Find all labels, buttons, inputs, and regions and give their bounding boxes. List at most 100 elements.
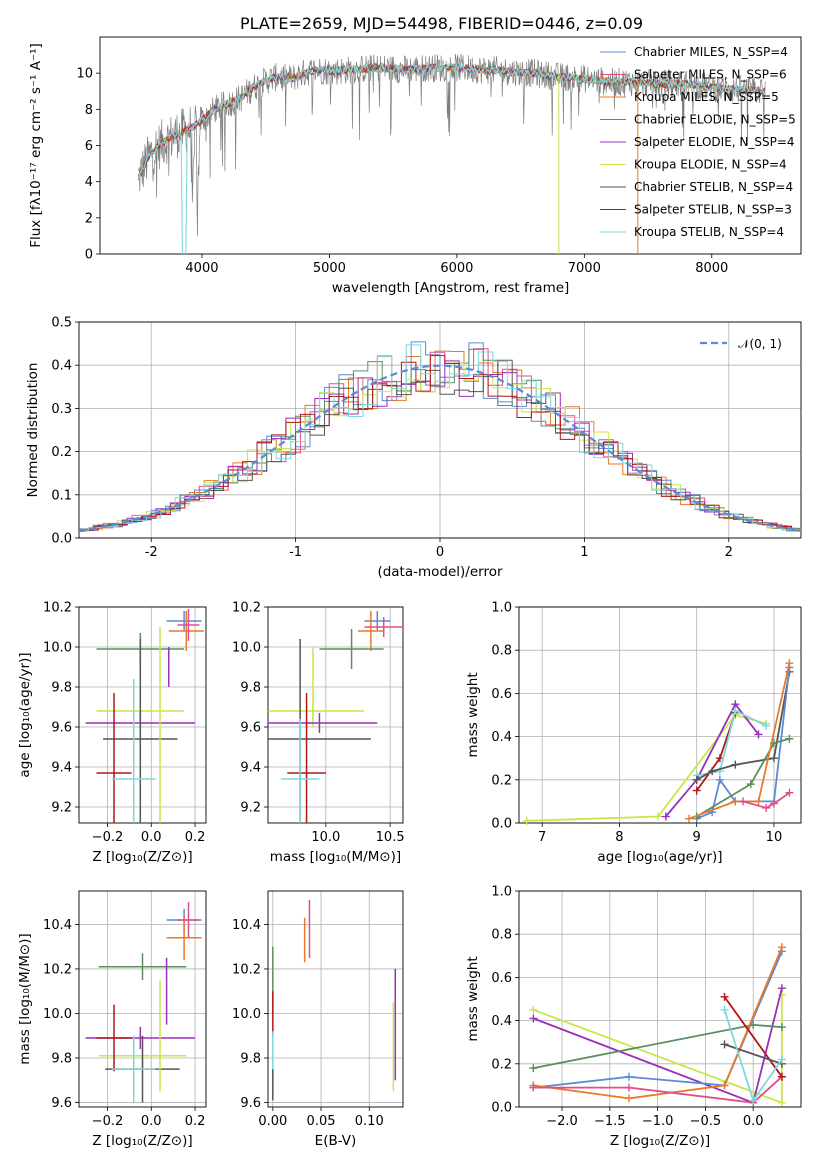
- error-bar-point: [364, 617, 403, 637]
- x-axis-label: Z [log₁₀(Z/Z⊙)]: [610, 1133, 710, 1149]
- y-tick-label: 10.2: [43, 601, 72, 616]
- data-point-marker: [754, 797, 763, 806]
- data-point-marker: [777, 1055, 786, 1064]
- plot-frame: [267, 606, 404, 824]
- x-axis-label: Z [log₁₀(Z/Z⊙)]: [92, 1133, 192, 1149]
- x-tick-label: 0.10: [355, 1114, 384, 1129]
- x-axis-label: (data-model)/error: [377, 564, 503, 580]
- x-tick-label: 10.0: [311, 830, 340, 845]
- series-line-8: [742, 792, 790, 809]
- x-tick-label: 1: [580, 545, 588, 560]
- x-axis-label: wavelength [Angstrom, rest frame]: [332, 280, 570, 296]
- x-axis-label: age [log₁₀(age/yr)]: [597, 849, 722, 865]
- series-line-0: [526, 713, 767, 822]
- y-tick-label: 9.6: [240, 721, 261, 736]
- error-bar-point: [177, 609, 200, 641]
- data-point-marker: [739, 797, 748, 806]
- legend-label: Kroupa STELIB, N_SSP=4: [634, 225, 784, 239]
- y-tick-label: 9.8: [240, 681, 261, 696]
- data-point-marker: [746, 780, 755, 789]
- y-axis-label: mass weight: [465, 956, 481, 1041]
- data-point-marker: [777, 1072, 786, 1081]
- series-line-5: [533, 1076, 783, 1104]
- y-tick-label: 0.6: [491, 971, 512, 986]
- data-point-marker: [769, 754, 778, 763]
- x-axis-label: mass [log₁₀(M/M⊙)]: [270, 849, 401, 865]
- y-tick-label: 4: [85, 175, 93, 190]
- x-tick-label: 4000: [185, 261, 218, 276]
- x-tick-label: 8000: [695, 261, 728, 276]
- y-tick-label: 10.0: [43, 1007, 72, 1022]
- x-tick-label: 7000: [568, 261, 601, 276]
- y-tick-label: 0.8: [491, 644, 512, 659]
- data-point-marker: [684, 814, 693, 823]
- plot-frame: [267, 890, 404, 1108]
- error-bar-point: [111, 679, 156, 823]
- x-tick-label: 2: [725, 545, 733, 560]
- y-tick-label: 9.4: [51, 761, 72, 776]
- x-tick-label: 0.2: [185, 1114, 206, 1129]
- error-bar-point: [166, 611, 202, 631]
- y-tick-label: 0.6: [491, 687, 512, 702]
- legend-label: Chabrier ELODIE, N_SSP=5: [634, 113, 796, 127]
- normal-curve: [78, 364, 802, 532]
- error-bar-point: [111, 1035, 156, 1103]
- data-point-marker: [762, 721, 771, 730]
- plot-frame: [99, 36, 802, 255]
- legend-label: Kroupa MILES, N_SSP=5: [634, 90, 779, 104]
- y-tick-label: 9.8: [51, 681, 72, 696]
- x-tick-label: 6000: [440, 261, 473, 276]
- y-tick-label: 0.2: [491, 773, 512, 788]
- legend: Chabrier MILES, N_SSP=4 Salpeter MILES, N…: [600, 45, 796, 239]
- y-tick-label: 9.8: [51, 1052, 72, 1067]
- data-point-marker: [777, 984, 786, 993]
- y-tick-label: 0.2: [51, 445, 72, 460]
- y-tick-label: 10.0: [232, 641, 261, 656]
- y-tick-label: 0: [85, 248, 93, 263]
- data-point-marker: [777, 1098, 786, 1107]
- y-tick-label: 0.4: [491, 730, 512, 745]
- histogram-8: [79, 344, 801, 531]
- y-tick-label: 10.4: [232, 918, 261, 933]
- legend-label: Salpeter STELIB, N_SSP=3: [634, 203, 792, 217]
- data-point-marker: [731, 797, 740, 806]
- y-tick-label: 9.6: [51, 721, 72, 736]
- x-tick-label: −2.0: [546, 1114, 578, 1129]
- y-tick-label: 0.0: [491, 817, 512, 832]
- data-point-marker: [785, 659, 794, 668]
- data-point-marker: [624, 1094, 633, 1103]
- x-tick-label: -1: [289, 545, 302, 560]
- error-bar-point: [166, 915, 202, 961]
- y-tick-label: 0.1: [51, 488, 72, 503]
- y-tick-label: 10.2: [232, 962, 261, 977]
- data-point-marker: [785, 734, 794, 743]
- data-point-marker: [785, 788, 794, 797]
- y-tick-label: 8: [85, 103, 93, 118]
- data-point-marker: [777, 943, 786, 952]
- data-point-marker: [522, 816, 531, 825]
- series-line-6: [723, 996, 783, 1078]
- data-point-marker: [692, 775, 701, 784]
- legend-label: Kroupa ELODIE, N_SSP=4: [634, 158, 787, 172]
- axes-age_vs_mass: 10.0 10.5 9.2 9.4 9.6 9.8 10.0 10.2 mass [log₁₀(…: [232, 601, 405, 866]
- data-point-marker: [529, 1083, 538, 1092]
- axes-mass_weight_vs_age: 7 8 9 10 0.0 0.2 0.4 0.6 0.8 1.0 age [log₁₀(age/yr…: [465, 601, 802, 865]
- data-point-marker: [529, 1014, 538, 1023]
- plot-frame: [518, 890, 802, 1108]
- legend-label: Salpeter MILES, N_SSP=6: [634, 68, 787, 82]
- x-axis-label: E(B-V): [315, 1133, 357, 1149]
- data-point-marker: [692, 786, 701, 795]
- y-tick-label: 0.3: [51, 402, 72, 417]
- y-tick-label: 0.4: [491, 1014, 512, 1029]
- chart-title: PLATE=2659, MJD=54498, FIBERID=0446, z=0…: [240, 14, 643, 33]
- y-tick-label: 0.0: [51, 532, 72, 547]
- error-bar-point: [168, 611, 204, 651]
- data-point-marker: [529, 1005, 538, 1014]
- data-point-marker: [720, 992, 729, 1001]
- y-tick-label: 0.0: [491, 1101, 512, 1116]
- y-tick-label: 1.0: [491, 601, 512, 616]
- legend-label: Chabrier STELIB, N_SSP=4: [634, 180, 793, 194]
- data-point-marker: [624, 1083, 633, 1092]
- histogram-2: [79, 350, 801, 532]
